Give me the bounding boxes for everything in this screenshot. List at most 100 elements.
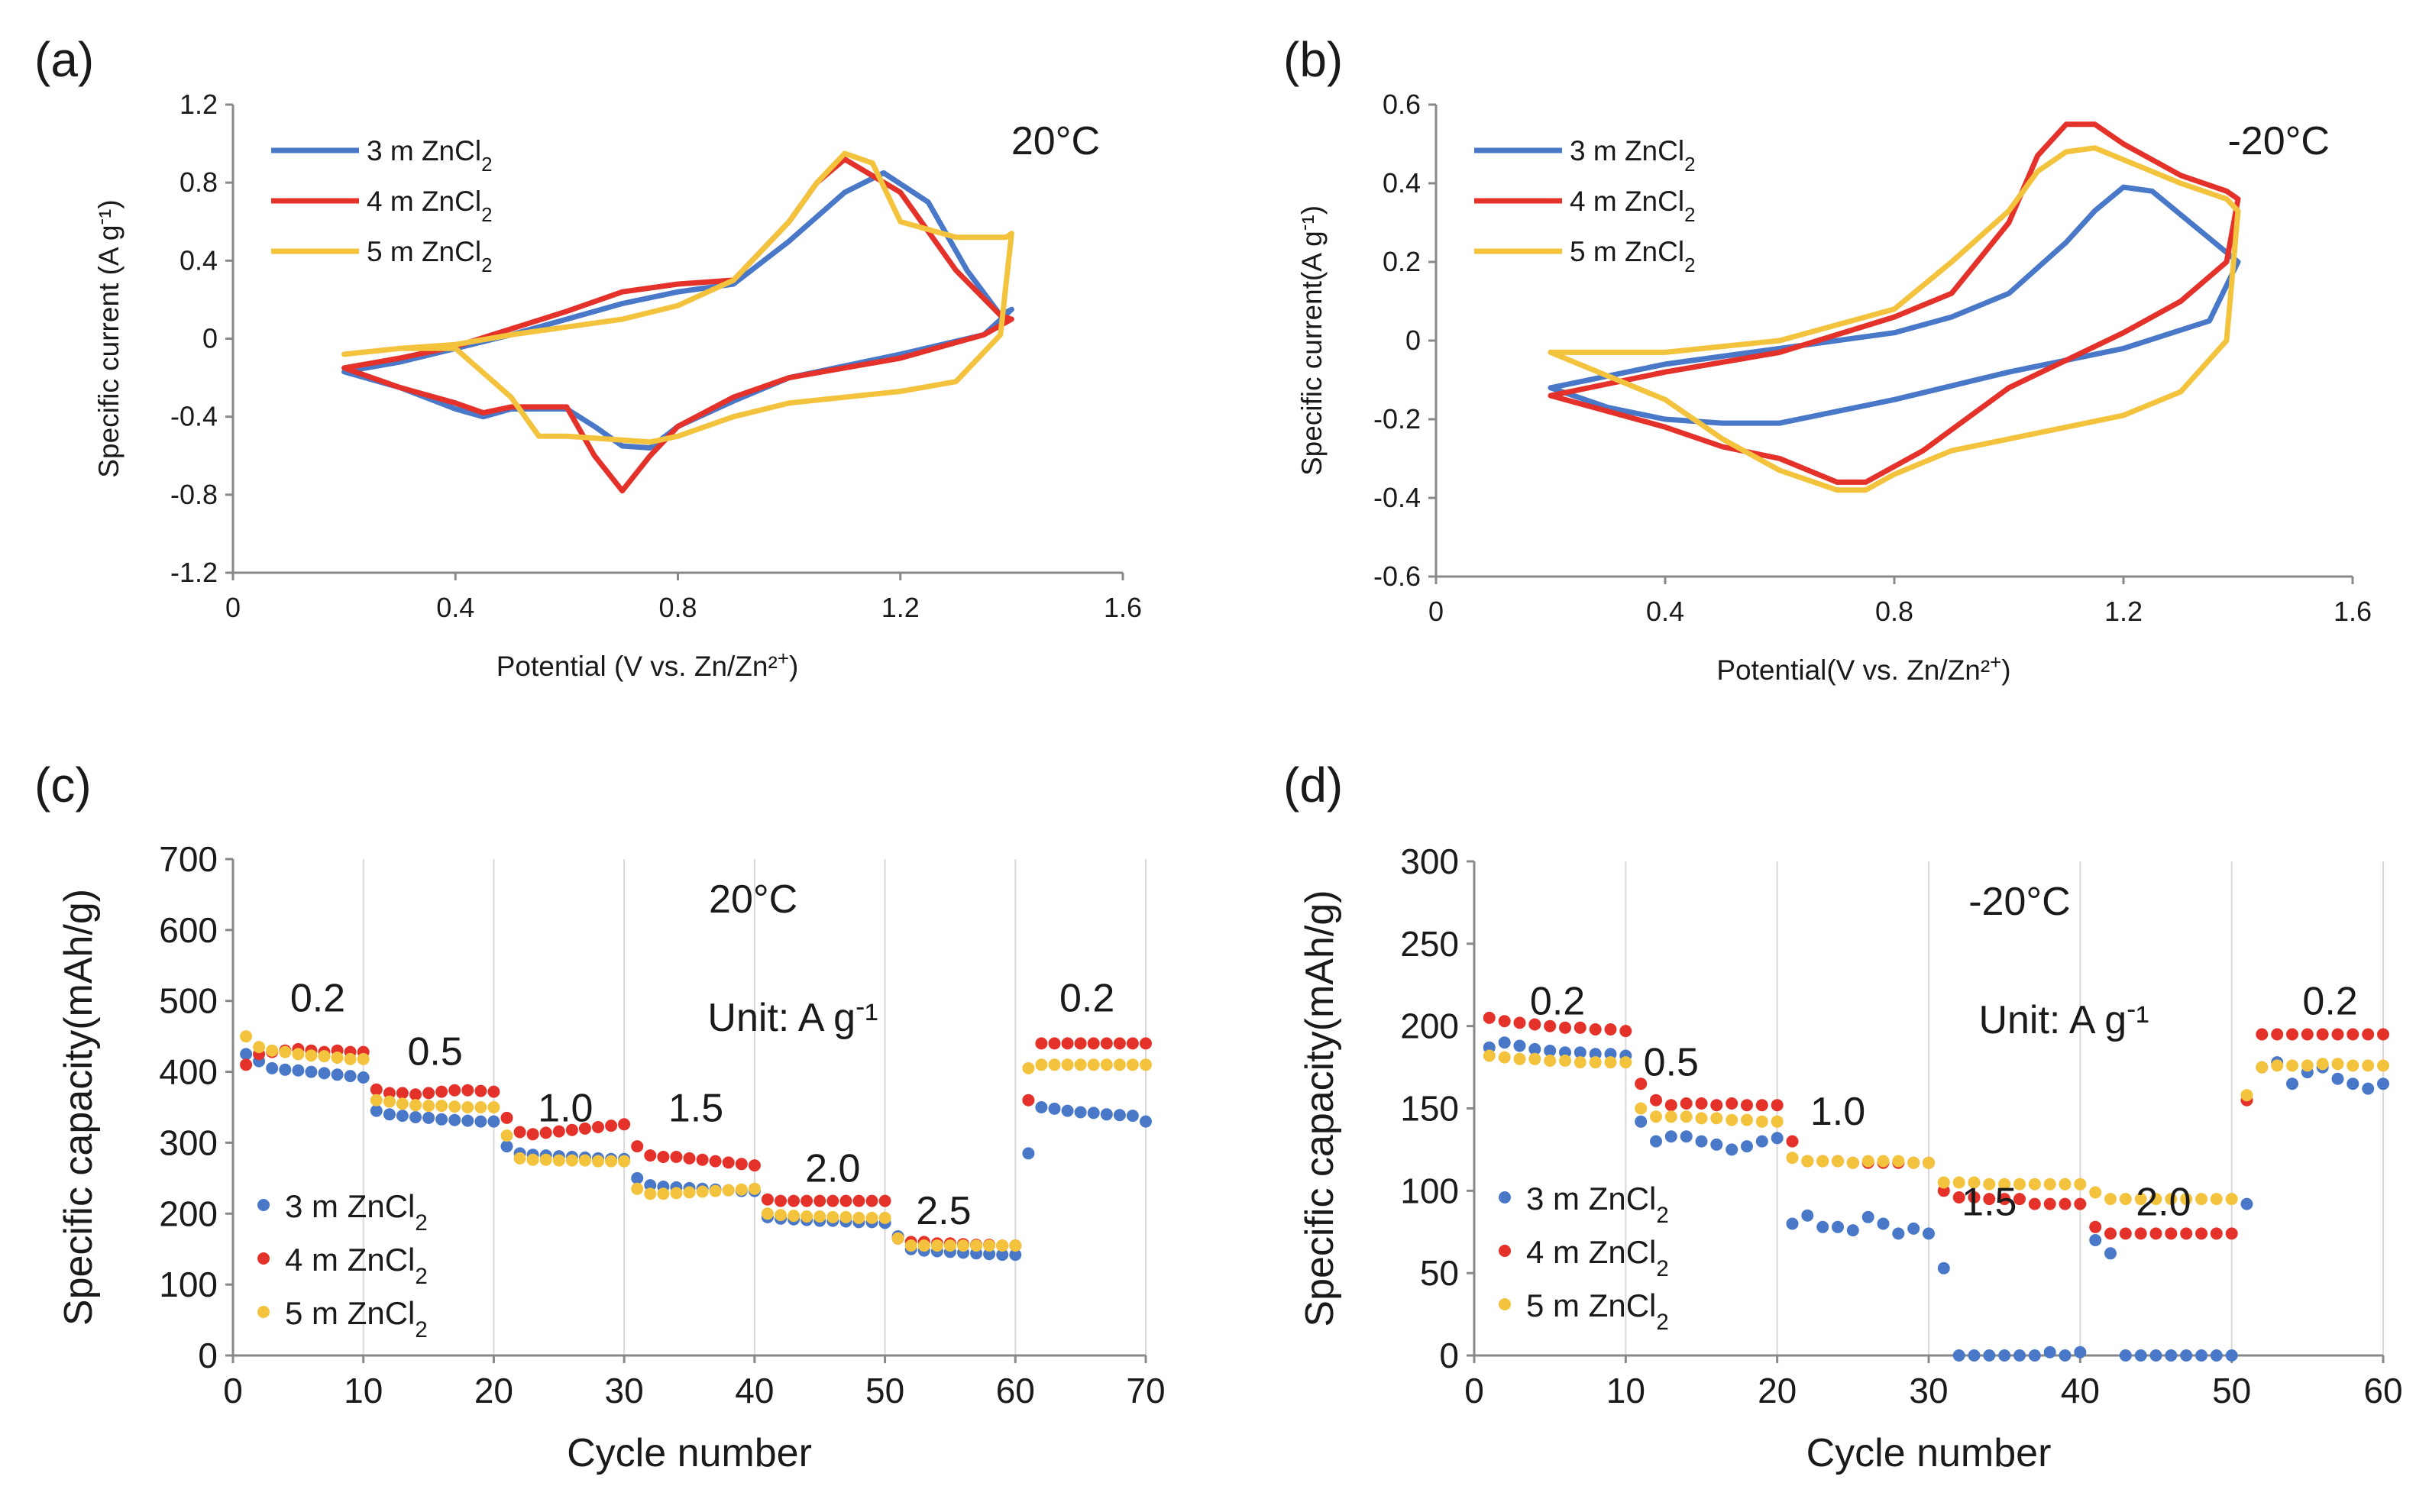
data-point-5m bbox=[917, 1239, 930, 1252]
data-point-4m bbox=[552, 1125, 565, 1138]
data-point-4m bbox=[2301, 1028, 2314, 1041]
x-axis-title: Cycle number bbox=[1806, 1431, 2052, 1475]
data-point-3m bbox=[1074, 1106, 1087, 1119]
data-point-3m bbox=[1952, 1349, 1965, 1362]
legend-label-4m: 4 m ZnCl2 bbox=[285, 1242, 428, 1289]
data-point-5m bbox=[1741, 1113, 1753, 1126]
data-point-4m bbox=[1619, 1025, 1632, 1038]
data-point-4m bbox=[670, 1151, 683, 1163]
data-point-5m bbox=[1650, 1110, 1662, 1123]
data-point-5m bbox=[435, 1100, 448, 1113]
data-point-3m bbox=[2104, 1247, 2117, 1260]
data-point-5m bbox=[1061, 1058, 1074, 1071]
data-point-5m bbox=[1680, 1110, 1693, 1123]
y-tick-label: 100 bbox=[159, 1265, 218, 1304]
data-point-3m bbox=[2089, 1234, 2102, 1246]
data-point-3m bbox=[1801, 1209, 1814, 1222]
data-point-3m bbox=[1528, 1042, 1541, 1055]
data-point-5m bbox=[331, 1052, 344, 1064]
legend-label-4m: 4 m ZnCl2 bbox=[367, 186, 492, 226]
y-tick-label: 500 bbox=[159, 981, 218, 1021]
data-point-4m bbox=[878, 1194, 891, 1207]
data-point-5m bbox=[539, 1153, 552, 1166]
data-point-5m bbox=[370, 1094, 383, 1107]
data-point-3m bbox=[357, 1071, 370, 1084]
data-point-5m bbox=[2180, 1193, 2193, 1206]
data-point-4m bbox=[396, 1087, 409, 1100]
data-point-3m bbox=[1710, 1138, 1723, 1151]
rate-label: 0.5 bbox=[407, 1029, 462, 1074]
data-point-5m bbox=[943, 1239, 956, 1252]
data-point-3m bbox=[2377, 1077, 2389, 1090]
data-point-4m bbox=[748, 1159, 761, 1172]
y-tick-label: 200 bbox=[159, 1194, 218, 1233]
x-tick-label: 60 bbox=[996, 1371, 1035, 1410]
data-point-5m bbox=[1998, 1178, 2011, 1191]
data-point-5m bbox=[1009, 1239, 1022, 1252]
data-point-5m bbox=[2347, 1059, 2359, 1072]
chart-panel-a: (a)1.20.80.40-0.4-0.8-1.20 0.4 0.8 1.2 1.6Po… bbox=[34, 32, 1142, 682]
rate-label: 2.5 bbox=[916, 1189, 971, 1233]
data-point-3m bbox=[1832, 1220, 1844, 1233]
data-point-4m bbox=[788, 1194, 801, 1207]
data-point-5m bbox=[2059, 1178, 2072, 1191]
data-point-4m bbox=[2165, 1227, 2178, 1240]
data-point-4m bbox=[801, 1194, 813, 1207]
data-point-3m bbox=[2013, 1349, 2026, 1362]
data-point-4m bbox=[461, 1084, 474, 1097]
x-axis-title: Cycle number bbox=[567, 1431, 812, 1475]
data-point-5m bbox=[813, 1210, 826, 1223]
x-tick-label: 20 bbox=[474, 1371, 513, 1410]
data-point-5m bbox=[2225, 1193, 2238, 1206]
legend-swatch-5m bbox=[257, 1306, 270, 1318]
chart-panel-b: (b)0.60.40.20-0.2-0.4-0.60 0.4 0.8 1.2 1.6Po… bbox=[1283, 32, 2372, 686]
data-point-4m bbox=[1786, 1135, 1799, 1148]
data-point-5m bbox=[1877, 1155, 1890, 1168]
panel-label: (a) bbox=[34, 32, 94, 87]
y-tick-label: 0.4 bbox=[180, 244, 218, 276]
data-point-5m bbox=[1087, 1058, 1100, 1071]
data-point-3m bbox=[2149, 1349, 2162, 1362]
data-point-5m bbox=[487, 1101, 500, 1113]
x-tick-label: 10 bbox=[1606, 1371, 1645, 1410]
data-point-4m bbox=[813, 1194, 826, 1207]
data-point-4m bbox=[1544, 1019, 1557, 1032]
data-point-4m bbox=[1983, 1193, 1996, 1206]
y-axis-title: Specific capacity(mAh/g) bbox=[1298, 890, 1342, 1326]
x-tick-label: 0 bbox=[1464, 1371, 1484, 1410]
data-point-5m bbox=[644, 1187, 657, 1200]
data-point-3m bbox=[1664, 1130, 1677, 1143]
panel-label: (b) bbox=[1283, 32, 1343, 87]
data-point-5m bbox=[1861, 1155, 1874, 1168]
data-point-3m bbox=[1846, 1224, 1859, 1237]
y-tick-label: 0.4 bbox=[1383, 167, 1421, 199]
data-point-3m bbox=[461, 1114, 474, 1127]
series-line-4m bbox=[341, 157, 1014, 494]
data-point-3m bbox=[1574, 1046, 1586, 1059]
data-point-3m bbox=[1022, 1147, 1035, 1160]
data-point-5m bbox=[1035, 1058, 1048, 1071]
data-point-4m bbox=[1726, 1097, 1738, 1110]
data-point-5m bbox=[2362, 1059, 2375, 1072]
x-axis-title: Potential (V vs. Zn/Zn²+) bbox=[496, 648, 799, 682]
data-point-3m bbox=[305, 1065, 318, 1078]
data-point-3m bbox=[240, 1048, 253, 1061]
data-point-5m bbox=[1968, 1176, 1981, 1189]
rate-label: 1.5 bbox=[668, 1087, 723, 1131]
data-point-5m bbox=[292, 1048, 305, 1061]
data-point-4m bbox=[1952, 1191, 1965, 1203]
data-point-3m bbox=[1786, 1217, 1799, 1230]
data-point-4m bbox=[852, 1194, 865, 1207]
data-point-3m bbox=[2059, 1349, 2072, 1362]
data-point-3m bbox=[2074, 1346, 2087, 1359]
data-point-5m bbox=[592, 1155, 604, 1168]
data-point-5m bbox=[396, 1097, 409, 1110]
data-point-4m bbox=[2134, 1227, 2147, 1240]
data-point-4m bbox=[383, 1087, 396, 1100]
data-point-4m bbox=[1126, 1037, 1139, 1050]
data-point-5m bbox=[1937, 1176, 1950, 1189]
data-point-5m bbox=[735, 1183, 748, 1196]
data-point-5m bbox=[1048, 1058, 1061, 1071]
y-tick-label: 1.2 bbox=[180, 89, 218, 120]
data-point-4m bbox=[592, 1121, 604, 1133]
